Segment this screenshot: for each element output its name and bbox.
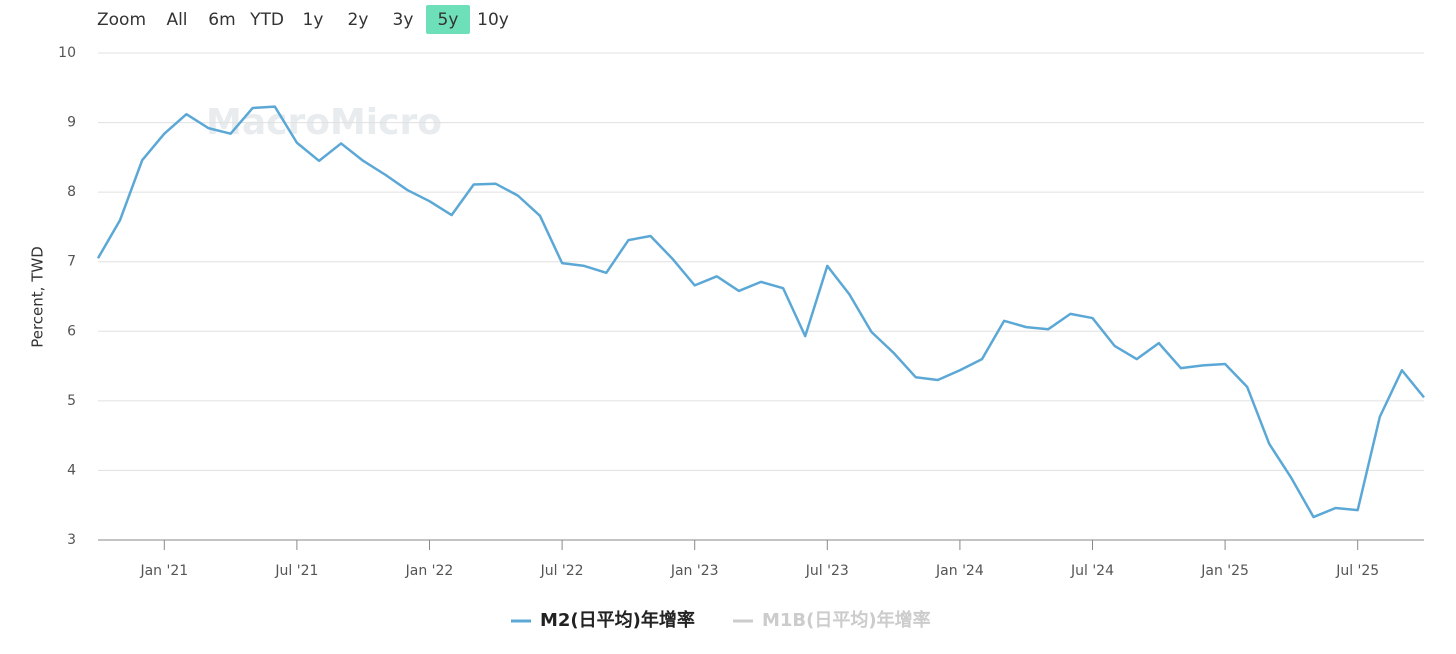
zoom-button[interactable]: 10y [477,10,509,30]
zoom-button[interactable]: All [166,10,187,30]
x-tick-label: Jul '23 [805,563,849,579]
y-tick-label: 4 [67,462,76,478]
y-tick-label: 5 [67,393,76,409]
x-tick-label: Jul '21 [274,563,318,579]
x-tick-label: Jul '25 [1335,563,1379,579]
data-line [96,105,1425,519]
zoom-button[interactable]: 6m [208,10,235,30]
zoom-button[interactable]: YTD [249,10,284,30]
legend-label[interactable]: M2(日平均)年增率 [540,609,695,631]
zoom-button[interactable]: 5y [438,10,459,30]
zoom-button[interactable]: 1y [303,10,324,30]
y-tick-label: 10 [58,45,76,61]
x-tick-label: Jul '24 [1070,563,1114,579]
x-tick-label: Jan '22 [405,563,454,579]
x-tick-label: Jan '25 [1200,563,1249,579]
x-tick-label: Jan '21 [139,563,188,579]
zoom-button[interactable]: 2y [348,10,369,30]
y-tick-label: 7 [67,254,76,270]
y-tick-label: 8 [67,184,76,200]
zoom-label: Zoom [97,10,146,30]
y-tick-label: 3 [67,532,76,548]
y-tick-label: 6 [67,323,76,339]
y-axis-label: Percent, TWD [29,246,47,348]
legend-label[interactable]: M1B(日平均)年增率 [762,609,931,631]
x-tick-label: Jul '22 [540,563,584,579]
y-tick-label: 9 [67,115,76,131]
zoom-button-bg[interactable] [426,5,470,34]
x-tick-label: Jan '23 [670,563,719,579]
zoom-button[interactable]: 3y [393,10,414,30]
x-tick-label: Jan '24 [935,563,984,579]
